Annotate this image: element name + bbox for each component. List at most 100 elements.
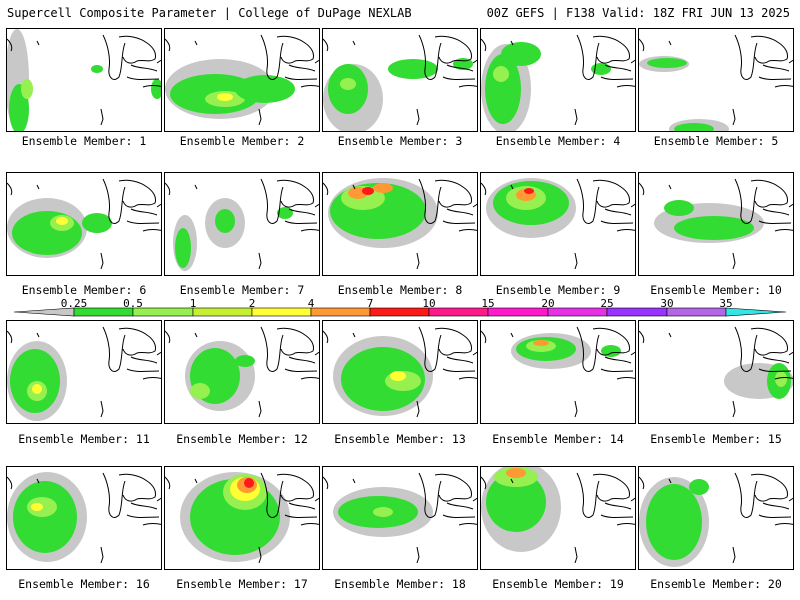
- ensemble-member-map: [164, 466, 320, 570]
- scp-field-map: [481, 34, 635, 131]
- boundary-lines: [639, 330, 793, 418]
- great-lakes-outline: [102, 178, 161, 232]
- legend-tick-label: 1: [189, 297, 197, 310]
- boundary-lines: [639, 476, 793, 564]
- ensemble-member-caption: Ensemble Member: 18: [334, 577, 466, 591]
- ensemble-member-caption: Ensemble Member: 19: [492, 577, 624, 591]
- scp-field-area: [647, 58, 687, 68]
- boundary-lines: [639, 182, 793, 270]
- scp-field-map: [481, 326, 635, 418]
- ensemble-member-caption: Ensemble Member: 12: [176, 432, 308, 446]
- legend-tick-label: 10: [422, 297, 436, 310]
- boundary-lines: [7, 330, 161, 418]
- boundary-lines: [7, 182, 161, 270]
- ensemble-member-map: [480, 320, 636, 424]
- scp-field-area: [674, 123, 714, 131]
- ensemble-member-map: [164, 172, 320, 276]
- scp-field-area: [501, 42, 541, 66]
- ensemble-member-caption: Ensemble Member: 5: [653, 134, 779, 148]
- scp-field-area: [524, 188, 534, 194]
- ensemble-member-caption: Ensemble Member: 15: [650, 432, 782, 446]
- scp-field-map: [165, 178, 319, 271]
- scp-field-area: [12, 211, 82, 255]
- ensemble-member-caption: Ensemble Member: 9: [495, 283, 621, 297]
- boundary-lines: [481, 476, 635, 564]
- scp-field-area: [31, 503, 43, 511]
- boundary-lines: [7, 476, 161, 564]
- boundary-lines: [323, 38, 477, 126]
- great-lakes-outline: [734, 34, 793, 88]
- ensemble-member-caption: Ensemble Member: 20: [650, 577, 782, 591]
- ensemble-member-map: [322, 28, 478, 132]
- boundary-lines: [165, 330, 319, 418]
- great-lakes-outline: [576, 472, 635, 526]
- great-lakes-outline: [102, 34, 161, 88]
- ensemble-member-caption: Ensemble Member: 7: [179, 283, 305, 297]
- ensemble-member-map: [480, 28, 636, 132]
- scp-field-area: [175, 228, 191, 268]
- scp-field-map: [323, 326, 477, 418]
- scp-field-map: [481, 467, 635, 564]
- scp-field-area: [277, 207, 293, 219]
- scp-field-map: [7, 472, 161, 564]
- scp-field-area: [506, 468, 526, 478]
- great-lakes-outline: [260, 326, 319, 380]
- great-lakes-outline: [734, 326, 793, 380]
- model-run-info: 00Z GEFS | F138 Valid: 18Z FRI JUN 13 20…: [486, 6, 790, 20]
- scp-field-area: [235, 75, 295, 103]
- scp-field-map: [639, 472, 793, 567]
- great-lakes-outline: [734, 178, 793, 232]
- scp-field-area: [235, 355, 255, 367]
- great-lakes-outline: [260, 34, 319, 88]
- legend-color-segment: [428, 307, 489, 317]
- ensemble-member-map: [638, 466, 794, 570]
- color-legend-bar: [13, 307, 787, 317]
- legend-tick-label: 30: [660, 297, 674, 310]
- scp-field-map: [323, 178, 477, 270]
- scp-field-area: [244, 478, 254, 488]
- boundary-lines: [165, 476, 319, 564]
- scp-field-area: [674, 216, 754, 240]
- scp-field-area: [775, 371, 787, 387]
- boundary-lines: [639, 38, 793, 126]
- scp-field-area: [388, 59, 438, 79]
- scp-field-area: [601, 345, 621, 357]
- scp-field-map: [639, 326, 793, 418]
- scp-field-map: [7, 29, 161, 131]
- legend-tick-label: 25: [600, 297, 614, 310]
- scp-field-map: [639, 178, 793, 270]
- scp-field-area: [390, 371, 406, 381]
- boundary-lines: [165, 38, 319, 126]
- great-lakes-outline: [576, 178, 635, 232]
- scp-field-area: [32, 384, 42, 394]
- great-lakes-outline: [418, 326, 477, 380]
- ensemble-member-caption: Ensemble Member: 13: [334, 432, 466, 446]
- scp-field-area: [664, 200, 694, 216]
- boundary-lines: [481, 38, 635, 126]
- great-lakes-outline: [418, 34, 477, 88]
- scp-field-area: [646, 484, 702, 560]
- great-lakes-outline: [418, 472, 477, 526]
- great-lakes-outline: [102, 326, 161, 380]
- ensemble-member-caption: Ensemble Member: 10: [650, 283, 782, 297]
- great-lakes-outline: [418, 178, 477, 232]
- scp-field-area: [151, 79, 161, 99]
- legend-color-segment: [369, 307, 430, 317]
- ensemble-member-map: [480, 172, 636, 276]
- great-lakes-outline: [102, 472, 161, 526]
- scp-field-area: [689, 479, 709, 495]
- legend-color-segment: [251, 307, 312, 317]
- scp-field-area: [91, 65, 103, 73]
- great-lakes-outline: [260, 472, 319, 526]
- ensemble-member-map: [638, 28, 794, 132]
- great-lakes-outline: [576, 326, 635, 380]
- legend-tick-label: 2: [248, 297, 256, 310]
- ensemble-member-map: [6, 320, 162, 424]
- scp-field-map: [481, 178, 635, 270]
- scp-field-map: [165, 326, 319, 418]
- boundary-lines: [323, 330, 477, 418]
- scp-field-map: [7, 178, 161, 270]
- ensemble-member-map: [638, 320, 794, 424]
- ensemble-member-map: [322, 466, 478, 570]
- scp-field-area: [373, 507, 393, 517]
